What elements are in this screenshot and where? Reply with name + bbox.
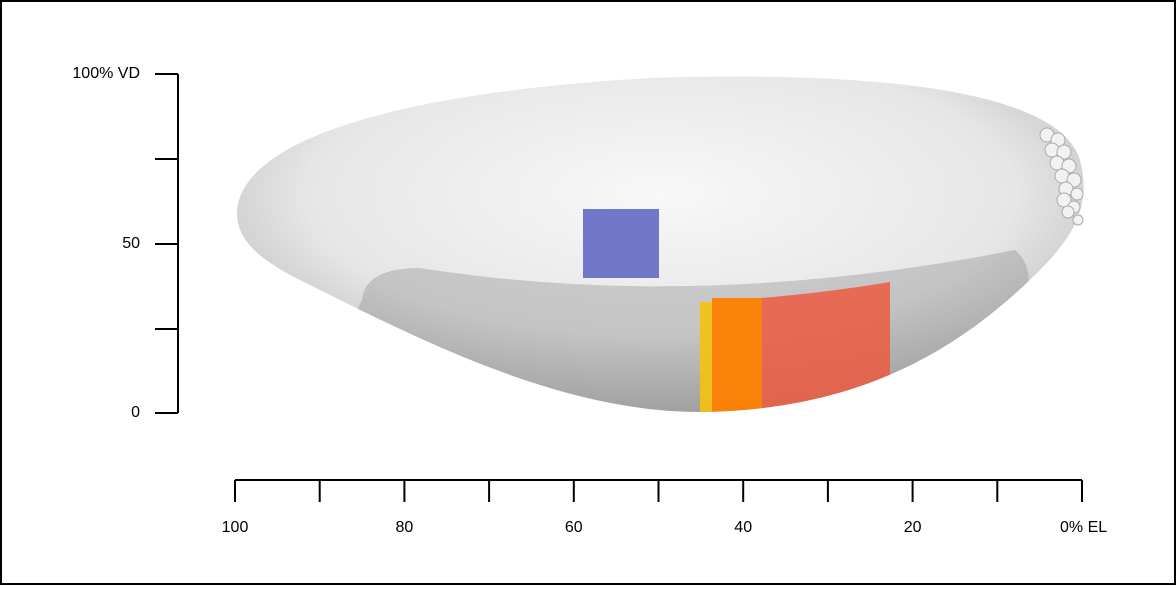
- x-tick-label: 80: [396, 519, 414, 536]
- figure: 100 80 60 40 20 0% EL 100% VD 50 0: [0, 0, 1176, 585]
- x-tick-label: 100: [222, 519, 249, 536]
- orange-stripe: [712, 298, 762, 422]
- y-tick-label: 100% VD: [72, 65, 140, 82]
- y-tick-label: 50: [122, 235, 140, 252]
- x-tick-label: 0% EL: [1060, 519, 1107, 536]
- x-tick-label: 20: [904, 519, 922, 536]
- page: {"x_axis": {"labels": ["100", "80", "60"…: [0, 0, 1176, 590]
- y-tick-label: 0: [131, 404, 140, 421]
- x-tick-label: 60: [565, 519, 583, 536]
- blue-patch: [583, 209, 659, 278]
- x-tick-label: 40: [734, 519, 752, 536]
- yellow-stripe: [700, 302, 712, 422]
